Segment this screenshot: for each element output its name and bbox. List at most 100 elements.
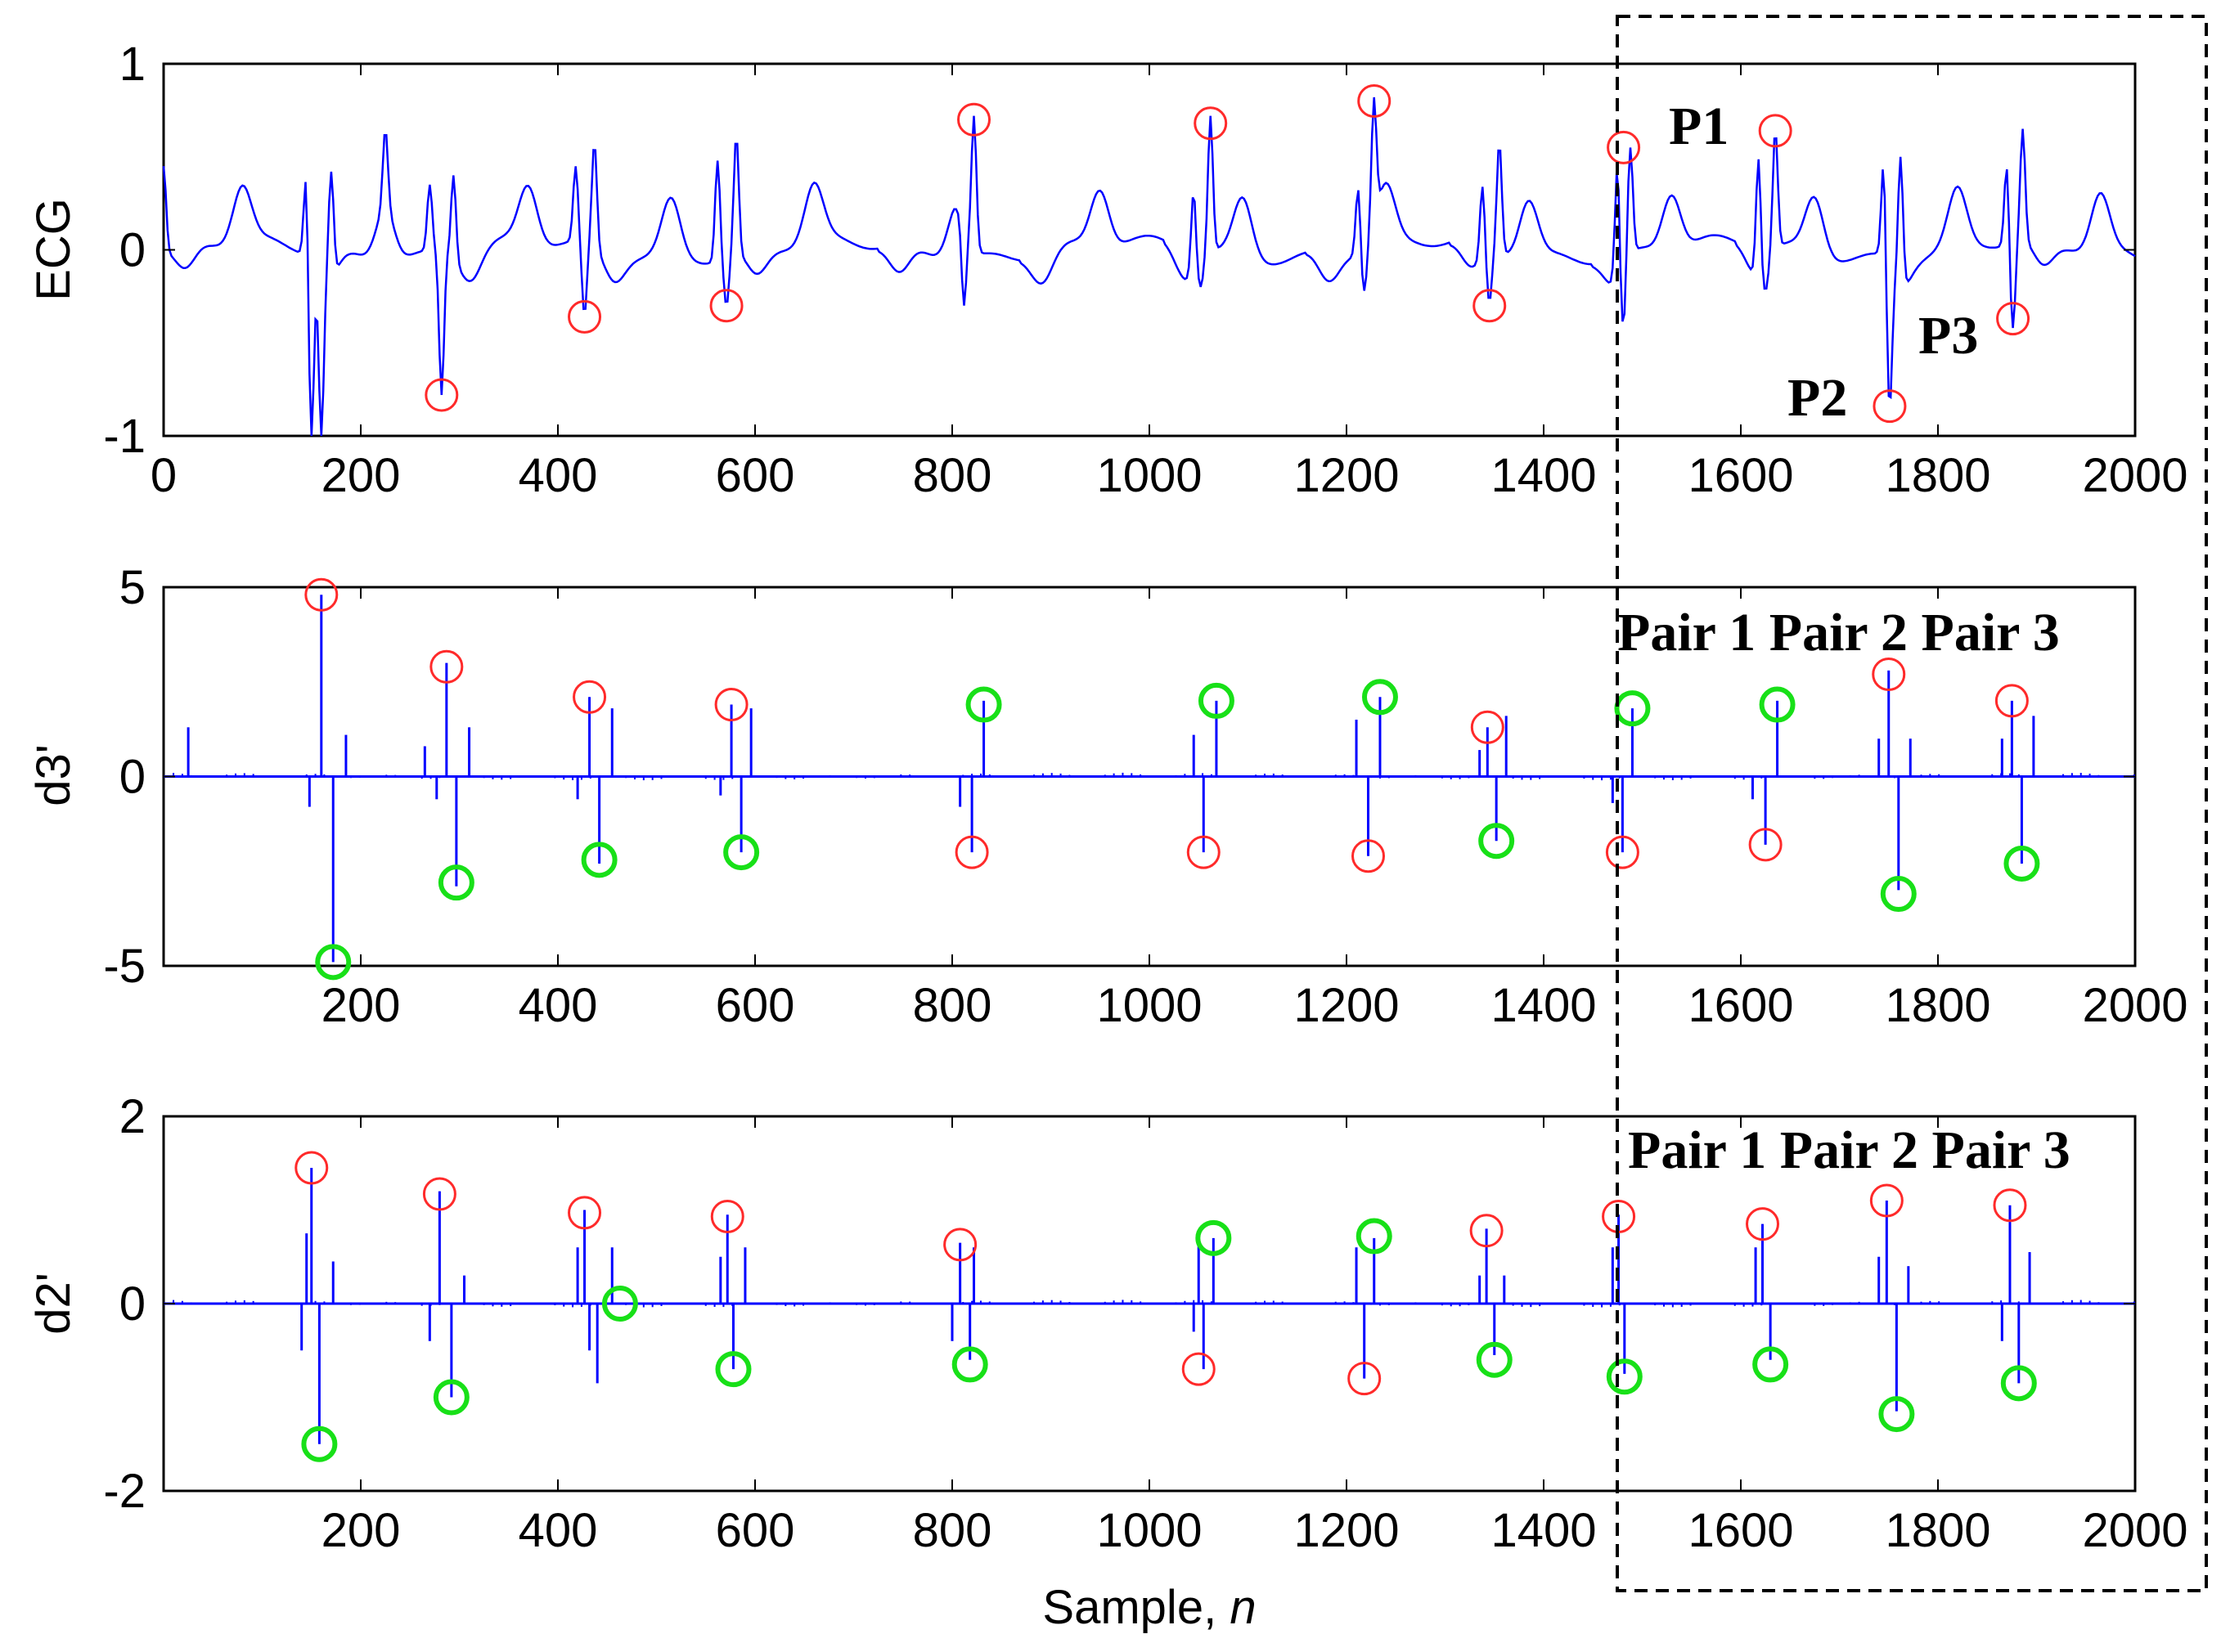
red-peak-marker [709,289,744,323]
x-tick-label: 600 [716,449,795,502]
ecg-y-ticks: 1 0 -1 [103,38,2135,463]
red-peak-marker [304,577,339,612]
x-tick-label: 1000 [1096,979,1202,1032]
y-tick-label: -5 [103,940,146,993]
green-peak-marker [723,834,760,871]
red-peak-marker [957,102,991,137]
d2-y-label: d2' [27,1273,80,1335]
d2-markers [294,1151,2037,1462]
red-peak-marker [1869,1183,1904,1218]
x-tick-label: 1400 [1490,979,1596,1032]
subplot-d2: 200 400 600 800 1000 1200 1400 1600 1800 2000 2 0 -… [27,1090,2188,1634]
green-peak-marker [1356,1218,1392,1255]
ecg-annotation-p2: P2 [1787,368,1847,428]
green-peak-marker [1198,682,1234,719]
x-tick-label: 800 [913,979,992,1032]
red-peak-marker [1469,1214,1504,1248]
ecg-x-ticks: 0 200 400 600 800 1000 1200 1400 1600 1800 2000 [151,64,2188,502]
red-peak-marker [1758,114,1792,148]
x-tick-label: 400 [519,1504,598,1557]
x-tick-label: 1200 [1293,979,1399,1032]
x-tick-label: 600 [716,1504,795,1557]
y-tick-label: 5 [119,561,146,614]
green-peak-marker [601,1286,638,1322]
x-tick-label: 1800 [1885,449,1990,502]
y-tick-label: 1 [119,38,146,91]
ecg-axes-box [162,62,2137,438]
d3-pair-annotation: Pair 1 Pair 2 Pair 3 [1617,603,2060,662]
x-tick-label: 1000 [1096,449,1202,502]
green-peak-marker [438,864,474,901]
green-peak-marker [715,1351,752,1388]
red-peak-marker [568,299,602,334]
red-peak-marker [422,1177,456,1211]
green-peak-marker [965,686,1002,723]
x-tick-label: 1800 [1885,1504,1990,1557]
red-peak-marker [1748,828,1783,862]
d2-y-ticks: 2 0 -2 [103,1090,2135,1518]
green-peak-marker [2003,845,2040,882]
d3-x-ticks: 200 400 600 800 1000 1200 1400 1600 1800 2000 [321,587,2188,1032]
red-peak-marker [1351,839,1386,873]
d3-markers [304,577,2040,981]
y-tick-label: -2 [103,1465,146,1518]
x-axis-label-text: Sample, [1042,1581,1230,1634]
d3-signal [164,595,2135,963]
green-peak-marker [1759,686,1796,723]
red-peak-marker [1181,1352,1216,1386]
x-tick-label: 1000 [1096,1504,1202,1557]
y-tick-label: 0 [119,224,146,277]
green-peak-marker [301,1425,338,1462]
red-peak-marker [1186,835,1221,869]
d3-y-label: d3' [27,744,80,806]
red-peak-marker [1347,1362,1382,1396]
green-peak-marker [1606,1358,1643,1395]
y-tick-label: 0 [119,751,146,804]
green-peak-marker [1878,1396,1915,1433]
d3-y-ticks: 5 0 -5 [103,561,2135,993]
ecg-trace [162,97,2136,437]
green-peak-marker [1476,1341,1513,1378]
x-tick-label: 2000 [2082,449,2187,502]
red-peak-marker [1357,84,1392,118]
green-peak-marker [433,1379,470,1416]
green-peak-marker [315,944,352,981]
red-peak-marker [1873,389,1907,424]
x-tick-label: 400 [519,449,598,502]
x-tick-label: 1600 [1688,449,1793,502]
red-peak-marker [1746,1207,1780,1241]
x-tick-label: 200 [321,979,401,1032]
red-peak-marker [425,378,459,412]
green-peak-marker [581,842,618,878]
red-peak-marker [568,1196,602,1230]
ecg-markers [425,84,2030,424]
green-peak-marker [1614,690,1651,727]
red-peak-marker [1472,289,1507,323]
red-peak-marker [294,1151,329,1185]
red-peak-marker [1194,106,1228,141]
red-peak-marker [710,1200,744,1234]
green-peak-marker [1195,1219,1232,1256]
y-tick-label: 2 [119,1090,146,1143]
x-tick-label: 0 [151,449,177,502]
red-peak-marker [1470,710,1504,744]
x-tick-label: 2000 [2082,1504,2187,1557]
x-tick-label: 1400 [1490,1504,1596,1557]
red-peak-marker [429,649,464,684]
green-peak-marker [1361,679,1398,716]
ecg-signal [162,97,2136,437]
red-peak-marker [955,835,989,869]
green-peak-marker [1752,1346,1789,1383]
x-axis-label-italic: n [1230,1581,1256,1634]
subplot-d3: 200 400 600 800 1000 1200 1400 1600 1800 2000 5 0 -… [27,561,2188,1032]
x-tick-label: 800 [913,1504,992,1557]
y-tick-label: 0 [119,1277,146,1331]
x-axis-label: Sample, n [1042,1581,1256,1634]
x-tick-label: 1600 [1688,1504,1793,1557]
x-tick-label: 400 [519,979,598,1032]
red-peak-marker [1994,684,2029,718]
x-tick-label: 200 [321,1504,401,1557]
ecg-annotation-p1: P1 [1669,97,1729,156]
green-peak-marker [1478,823,1515,860]
